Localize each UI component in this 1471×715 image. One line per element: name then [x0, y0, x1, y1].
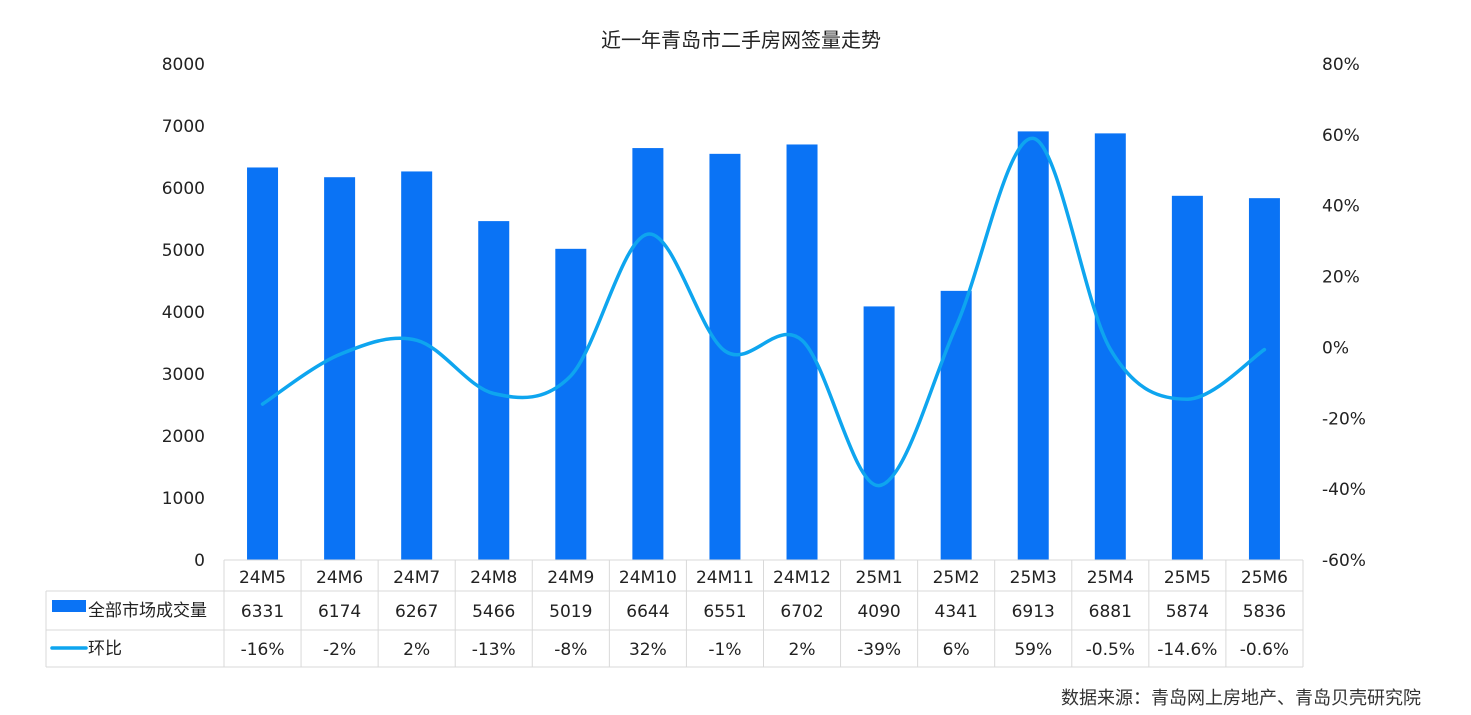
category-label: 25M1 — [856, 568, 903, 588]
mom-line — [260, 136, 1267, 488]
category-label: 25M5 — [1164, 568, 1211, 588]
left-tick-label: 4000 — [162, 303, 205, 323]
mom-value-cell: -8% — [554, 640, 587, 660]
bar-value-cell: 4341 — [935, 602, 978, 622]
left-tick-label: 0 — [194, 551, 205, 571]
right-tick-label: 80% — [1322, 55, 1360, 75]
bar-series — [247, 131, 1280, 561]
data-table: 24M5 6331 -16% 24M6 6174 -2% 24M7 6267 2% 24M8 546… — [45, 559, 1304, 668]
bar-25M2 — [940, 290, 972, 560]
bar-25M5 — [1171, 195, 1203, 560]
left-tick-label: 3000 — [162, 365, 205, 385]
left-tick-label: 2000 — [162, 427, 205, 447]
bar-value-cell: 6881 — [1089, 602, 1132, 622]
bar-24M6 — [324, 177, 356, 560]
mom-value-cell: 2% — [403, 640, 430, 660]
mom-value-cell: 59% — [1014, 640, 1052, 660]
mom-value-cell: -14.6% — [1157, 640, 1217, 660]
right-tick-label: -60% — [1322, 551, 1366, 571]
category-label: 24M10 — [619, 568, 677, 588]
bar-value-cell: 6267 — [395, 602, 438, 622]
left-tick-label: 5000 — [162, 241, 205, 261]
bar-value-cell: 5836 — [1243, 602, 1286, 622]
category-label: 24M7 — [393, 568, 440, 588]
bar-24M9 — [555, 248, 587, 560]
bar-value-cell: 6644 — [626, 602, 669, 622]
mom-value-cell: -13% — [472, 640, 516, 660]
source-note: 数据来源：青岛网上房地产、青岛贝壳研究院 — [1061, 688, 1421, 709]
category-label: 24M6 — [316, 568, 363, 588]
category-label: 25M6 — [1241, 568, 1288, 588]
mom-value-cell: 6% — [943, 640, 970, 660]
right-tick-label: 40% — [1322, 197, 1360, 217]
mom-value-cell: -0.6% — [1240, 640, 1289, 660]
right-tick-label: 20% — [1322, 268, 1360, 288]
left-axis: 0 1000 2000 3000 4000 5000 6000 7000 8000 — [162, 55, 205, 571]
bar-24M5 — [247, 167, 279, 560]
left-tick-label: 7000 — [162, 117, 205, 137]
mom-value-cell: -16% — [241, 640, 285, 660]
mom-value-cell: -39% — [857, 640, 901, 660]
bar-value-cell: 5466 — [472, 602, 515, 622]
bar-value-cell: 6174 — [318, 602, 361, 622]
bar-value-cell: 4090 — [857, 602, 900, 622]
right-axis: -60% -40% -20% 0% 20% 40% 60% 80% — [1322, 55, 1366, 571]
category-label: 25M4 — [1087, 568, 1134, 588]
bar-value-cell: 6331 — [241, 602, 284, 622]
bar-value-cell: 6551 — [703, 602, 746, 622]
right-tick-label: 60% — [1322, 126, 1360, 146]
bar-24M7 — [401, 171, 433, 561]
bar-value-cell: 6913 — [1012, 602, 1055, 622]
category-label: 24M12 — [773, 568, 831, 588]
category-label: 25M3 — [1010, 568, 1057, 588]
bar-24M10 — [632, 148, 664, 560]
legend-bar-swatch — [52, 600, 86, 612]
bar-value-cell: 5019 — [549, 602, 592, 622]
mom-value-cell: 2% — [789, 640, 816, 660]
bar-value-cell: 6702 — [780, 602, 823, 622]
category-label: 24M11 — [696, 568, 754, 588]
category-label: 24M8 — [470, 568, 517, 588]
mom-value-cell: -2% — [323, 640, 356, 660]
bar-value-cell: 5874 — [1166, 602, 1209, 622]
bar-25M3 — [1017, 131, 1049, 561]
mom-value-cell: 32% — [629, 640, 667, 660]
legend-bar-label: 全部市场成交量 — [88, 601, 207, 621]
right-tick-label: -20% — [1322, 409, 1366, 429]
bar-25M6 — [1248, 198, 1280, 560]
left-tick-label: 8000 — [162, 55, 205, 75]
category-label: 25M2 — [933, 568, 980, 588]
right-tick-label: -40% — [1322, 480, 1366, 500]
left-tick-label: 6000 — [162, 179, 205, 199]
chart-title: 近一年青岛市二手房网签量走势 — [601, 28, 881, 52]
bar-24M11 — [709, 153, 741, 560]
bar-25M1 — [863, 306, 895, 560]
right-tick-label: 0% — [1322, 338, 1349, 358]
category-label: 24M9 — [547, 568, 594, 588]
mom-value-cell: -1% — [708, 640, 741, 660]
legend-line-label: 环比 — [88, 639, 122, 659]
left-tick-label: 1000 — [162, 489, 205, 509]
category-label: 24M5 — [239, 568, 286, 588]
mom-value-cell: -0.5% — [1086, 640, 1135, 660]
